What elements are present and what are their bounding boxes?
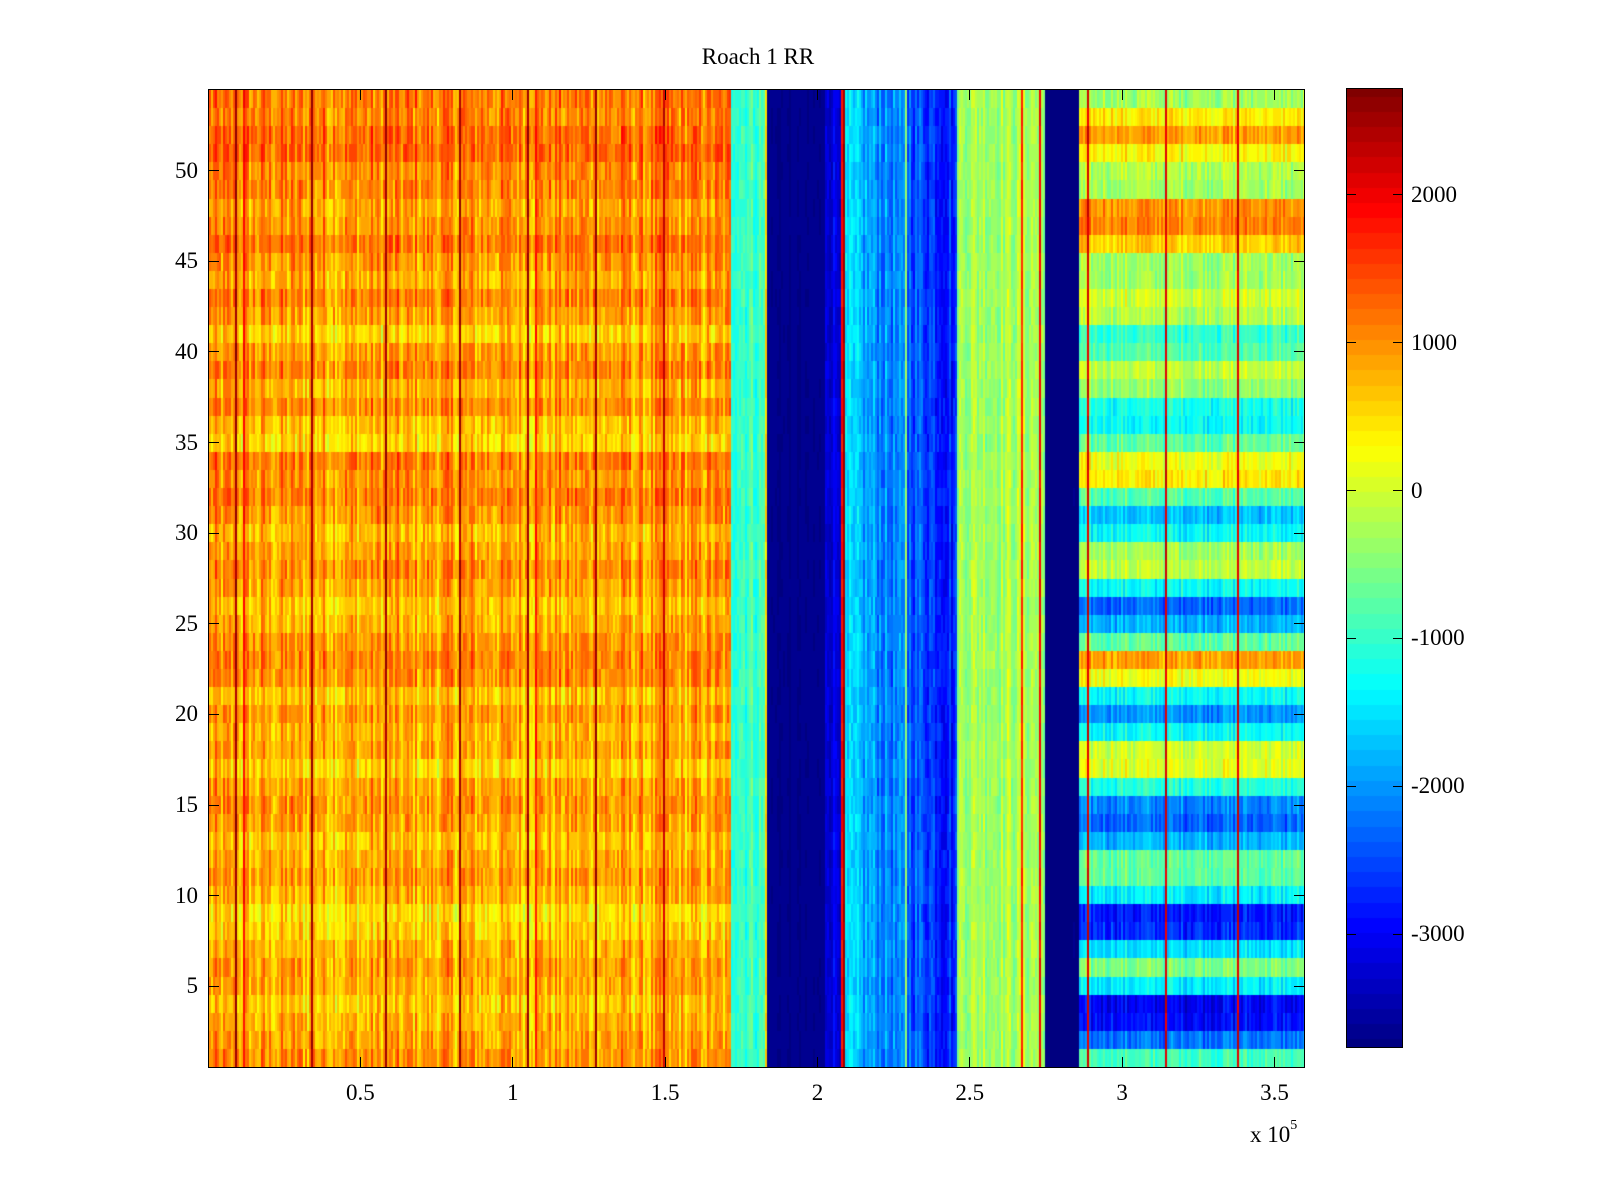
x-tick-label: 1.5 <box>650 1080 680 1105</box>
colorbar-image <box>1347 89 1402 1047</box>
colorbar-tick-mark-right <box>1393 637 1402 639</box>
y-tick-mark-right <box>1294 170 1304 172</box>
y-tick-mark <box>209 170 219 172</box>
x-axis-multiplier: x 105 <box>1250 1118 1297 1148</box>
colorbar-tick-label: 1000 <box>1411 329 1457 355</box>
y-tick-label: 40 <box>175 338 198 364</box>
y-tick-mark <box>209 804 219 806</box>
chart-title: Roach 1 RR <box>701 44 815 69</box>
colorbar-tick-mark <box>1347 933 1356 935</box>
colorbar-frame <box>1346 88 1403 1048</box>
colorbar-tick-mark-right <box>1393 342 1402 344</box>
colorbar-tick-mark <box>1347 194 1356 196</box>
x-tick-label: 2.5 <box>955 1080 985 1105</box>
x-multiplier-label: x 10 <box>1250 1122 1291 1147</box>
colorbar-tick-mark <box>1347 637 1356 639</box>
colorbar-tick-mark-right <box>1393 785 1402 787</box>
y-tick-mark <box>209 623 219 625</box>
y-tick-mark-right <box>1294 351 1304 353</box>
y-tick-mark <box>209 532 219 534</box>
x-tick-mark <box>359 1057 361 1067</box>
colorbar-tick-mark <box>1347 785 1356 787</box>
y-tick-mark <box>209 895 219 897</box>
y-tick-mark <box>209 985 219 987</box>
y-tick-label: 10 <box>175 882 198 908</box>
y-tick-label: 35 <box>175 429 198 455</box>
y-tick-mark-right <box>1294 623 1304 625</box>
y-tick-mark-right <box>1294 442 1304 444</box>
x-tick-label: 3.5 <box>1260 1080 1289 1105</box>
heatmap-image <box>209 90 1304 1067</box>
colorbar-tick-mark-right <box>1393 490 1402 492</box>
x-tick-mark <box>664 1057 666 1067</box>
x-tick-mark-top <box>359 90 361 100</box>
y-tick-label: 20 <box>175 701 198 727</box>
y-tick-mark-right <box>1294 713 1304 715</box>
colorbar-tick-label: -2000 <box>1411 773 1465 799</box>
x-tick-mark <box>816 1057 818 1067</box>
y-tick-mark-right <box>1294 260 1304 262</box>
x-multiplier-exponent: 5 <box>1290 1118 1298 1134</box>
y-tick-mark <box>209 351 219 353</box>
x-tick-mark-top <box>816 90 818 100</box>
y-tick-mark <box>209 442 219 444</box>
colorbar-tick-mark <box>1347 490 1356 492</box>
plot-axes-frame <box>208 89 1305 1068</box>
y-tick-mark <box>209 713 219 715</box>
y-tick-mark-right <box>1294 804 1304 806</box>
x-tick-mark-top <box>512 90 514 100</box>
y-tick-mark-right <box>1294 985 1304 987</box>
x-tick-mark-top <box>664 90 666 100</box>
x-tick-label: 2 <box>811 1080 824 1105</box>
y-tick-label: 5 <box>186 973 199 999</box>
x-tick-mark <box>969 1057 971 1067</box>
x-tick-mark-top <box>1274 90 1276 100</box>
colorbar-tick-mark-right <box>1393 194 1402 196</box>
colorbar-tick-mark <box>1347 342 1356 344</box>
y-tick-label: 25 <box>175 610 198 636</box>
y-tick-mark-right <box>1294 532 1304 534</box>
y-tick-mark-right <box>1294 895 1304 897</box>
x-tick-mark <box>512 1057 514 1067</box>
x-tick-mark <box>1121 1057 1123 1067</box>
y-tick-label: 45 <box>175 248 198 274</box>
y-tick-label: 15 <box>175 792 198 818</box>
colorbar-tick-mark-right <box>1393 933 1402 935</box>
y-tick-mark <box>209 260 219 262</box>
colorbar-tick-label: 0 <box>1411 477 1423 503</box>
x-tick-label: 0.5 <box>345 1080 375 1105</box>
colorbar-tick-label: 2000 <box>1411 181 1457 207</box>
colorbar-tick-label: -1000 <box>1411 625 1465 651</box>
x-tick-mark-top <box>1121 90 1123 100</box>
x-tick-label: 1 <box>506 1080 519 1105</box>
x-tick-mark-top <box>969 90 971 100</box>
y-tick-label: 30 <box>175 520 198 546</box>
y-tick-label: 50 <box>175 157 198 183</box>
x-tick-label: 3 <box>1116 1080 1128 1105</box>
x-tick-mark <box>1274 1057 1276 1067</box>
colorbar-tick-label: -3000 <box>1411 921 1465 947</box>
